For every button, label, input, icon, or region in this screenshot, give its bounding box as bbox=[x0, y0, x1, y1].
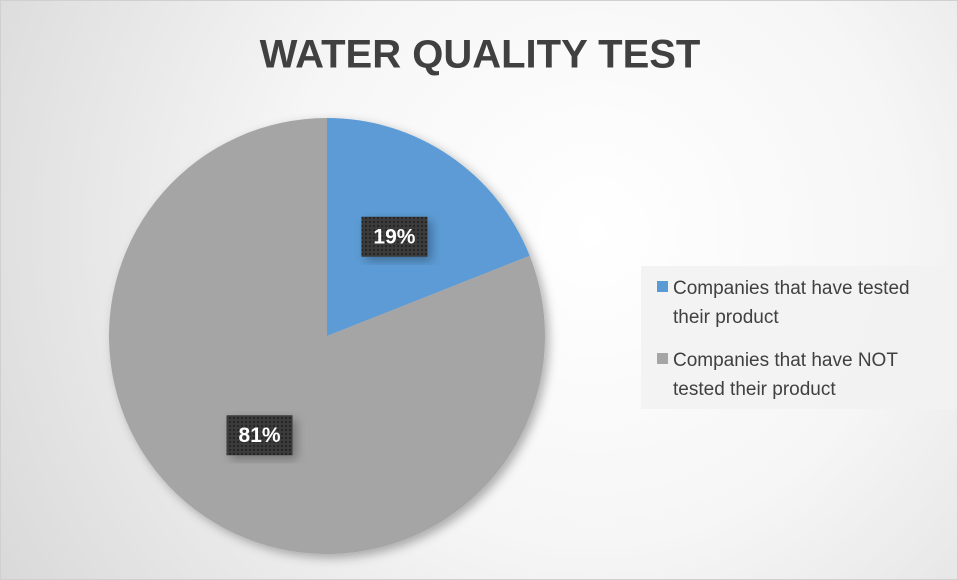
data-label: 19% bbox=[373, 225, 415, 248]
pie bbox=[108, 118, 545, 554]
legend-swatch bbox=[657, 353, 668, 364]
data-label: 81% bbox=[239, 424, 281, 447]
pie-slice bbox=[108, 118, 545, 554]
legend: Companies that have tested their product… bbox=[641, 266, 957, 409]
legend-label: Companies that have tested their product bbox=[673, 278, 910, 328]
legend-swatch bbox=[657, 281, 668, 292]
legend-entry: Companies that have tested their product bbox=[657, 274, 949, 332]
chart-title: WATER QUALITY TEST bbox=[260, 33, 701, 77]
data-label-box bbox=[226, 415, 293, 456]
legend-entry: Companies that have NOT tested their pro… bbox=[657, 346, 949, 404]
pie-slice bbox=[327, 118, 530, 336]
data-label-box bbox=[361, 216, 428, 257]
legend-label: Companies that have NOT tested their pro… bbox=[673, 350, 898, 400]
